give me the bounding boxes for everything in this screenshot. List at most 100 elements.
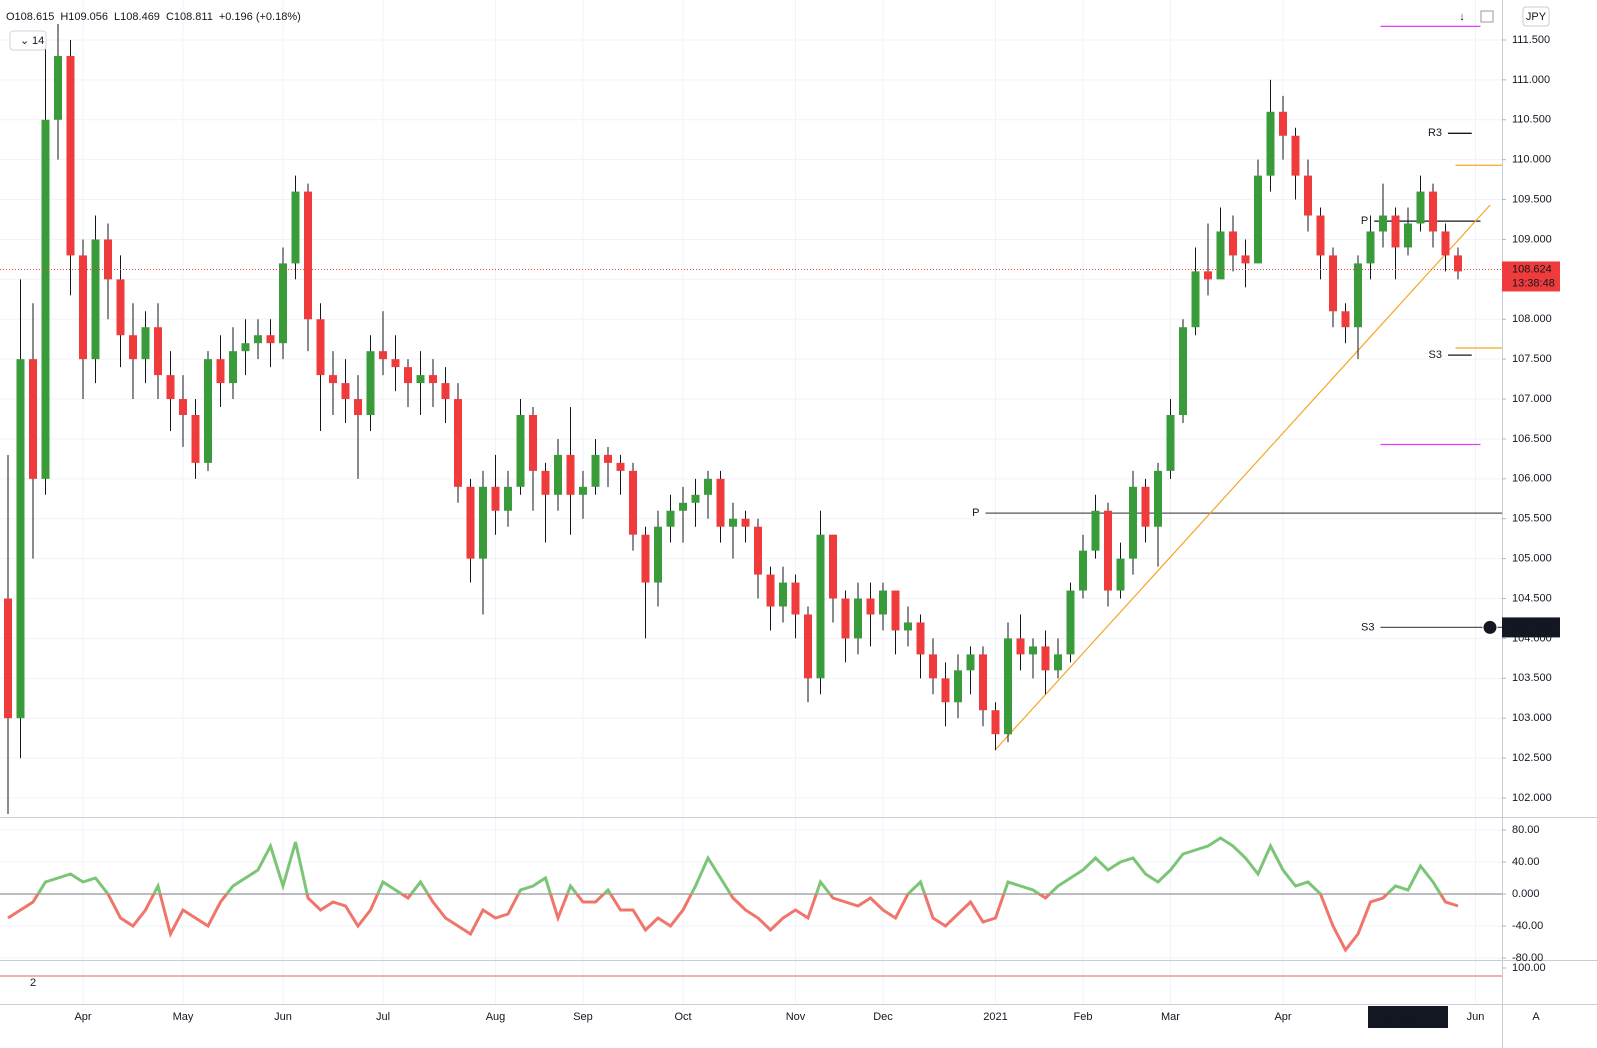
x-tick-label: Jul bbox=[376, 1011, 390, 1023]
candle-body bbox=[279, 263, 287, 344]
candle-body bbox=[204, 359, 212, 463]
candle-body bbox=[816, 534, 825, 679]
trendline bbox=[994, 204, 1491, 751]
candle-body bbox=[1279, 111, 1287, 136]
osc-tick-label: 40.00 bbox=[1512, 856, 1540, 868]
y-tick-label: 107.000 bbox=[1512, 393, 1552, 405]
x-tick-label: Apr bbox=[1274, 1011, 1291, 1023]
add-level-icon bbox=[1482, 619, 1498, 635]
candle-body bbox=[266, 335, 275, 344]
candle-body bbox=[791, 582, 800, 615]
x-tick-label: Nov bbox=[786, 1011, 806, 1023]
candle-body bbox=[341, 383, 350, 400]
candle-body bbox=[929, 654, 937, 679]
candle-body bbox=[16, 359, 25, 719]
y-tick-label: 105.500 bbox=[1512, 513, 1552, 525]
study-box[interactable] bbox=[9, 30, 47, 51]
candle-body bbox=[1254, 175, 1262, 264]
candle-body bbox=[866, 598, 875, 615]
candle-body bbox=[1179, 327, 1187, 416]
pivot-label: P bbox=[1361, 215, 1368, 227]
y-tick-label: 110.500 bbox=[1512, 114, 1551, 126]
x-tick-label: Jun bbox=[274, 1011, 292, 1023]
candle-body bbox=[1054, 654, 1062, 671]
oscillator-line-up bbox=[36, 836, 1443, 894]
candle-body bbox=[541, 470, 550, 495]
candle-body bbox=[441, 383, 450, 400]
candle-body bbox=[804, 614, 812, 679]
candle-body bbox=[629, 470, 637, 535]
candle-body bbox=[1341, 311, 1350, 328]
last-price-box bbox=[1502, 261, 1560, 292]
candle-body bbox=[591, 454, 600, 487]
candle-body bbox=[554, 454, 562, 495]
candle-body bbox=[1354, 263, 1362, 328]
candle-body bbox=[1416, 191, 1425, 224]
candle-body bbox=[454, 399, 462, 487]
candle-body bbox=[829, 534, 837, 599]
candle-body bbox=[991, 710, 1000, 735]
x-tick-label: 2021 bbox=[983, 1011, 1007, 1023]
x-tick-label: Sep bbox=[573, 1011, 593, 1023]
candle-body bbox=[1404, 223, 1412, 248]
candle-body bbox=[1091, 510, 1100, 551]
candle-body bbox=[391, 359, 400, 368]
candle-body bbox=[1441, 231, 1450, 256]
study-label: 14 bbox=[32, 35, 44, 47]
candle-body bbox=[229, 351, 237, 384]
auto-scale[interactable]: A bbox=[1532, 1011, 1540, 1023]
candle-body bbox=[54, 55, 62, 120]
pivot-label: P bbox=[972, 507, 979, 519]
candle-body bbox=[41, 119, 50, 479]
candle-body bbox=[1116, 558, 1125, 591]
currency-box[interactable] bbox=[1522, 6, 1550, 27]
candle-body bbox=[1216, 231, 1225, 280]
y-tick-label: 102.500 bbox=[1512, 752, 1552, 764]
osc-tick-label: -40.00 bbox=[1512, 920, 1543, 932]
candle-body bbox=[316, 319, 325, 376]
ohlc-legend: O108.615 bbox=[6, 11, 54, 23]
candle-body bbox=[491, 486, 500, 511]
x-tick-label: Feb bbox=[1074, 1011, 1093, 1023]
candle-body bbox=[141, 327, 150, 360]
osc-tick-label: 80.00 bbox=[1512, 824, 1540, 836]
toolbar-icon[interactable] bbox=[1480, 10, 1494, 23]
candle-body bbox=[291, 191, 300, 264]
candle-body bbox=[91, 239, 100, 360]
candle-body bbox=[1391, 215, 1400, 248]
candle-body bbox=[691, 494, 700, 503]
y-tick-label: 103.500 bbox=[1512, 672, 1552, 684]
candle-body bbox=[466, 486, 475, 559]
candle-body bbox=[1004, 638, 1012, 735]
candle-body bbox=[566, 454, 575, 495]
candle-body bbox=[1204, 271, 1212, 280]
candle-body bbox=[891, 590, 900, 631]
candle-body bbox=[1429, 191, 1437, 232]
candle-body bbox=[1104, 510, 1112, 591]
y-tick-label: 109.000 bbox=[1512, 233, 1552, 245]
candle-body bbox=[1029, 646, 1037, 655]
candle-body bbox=[729, 518, 737, 527]
x-tick-label: Jun bbox=[1467, 1011, 1485, 1023]
candle-body bbox=[504, 486, 512, 511]
candle-body bbox=[304, 191, 312, 320]
candle-body bbox=[104, 239, 112, 280]
candle-body bbox=[666, 510, 675, 527]
candle-body bbox=[191, 415, 200, 463]
candle-body bbox=[879, 590, 887, 615]
y-tick-label: 109.500 bbox=[1512, 193, 1552, 205]
candle-body bbox=[429, 375, 437, 384]
crosshair-date-box bbox=[1368, 1006, 1448, 1028]
pivot-label: S3 bbox=[1361, 621, 1374, 633]
toolbar-icon[interactable]: ↓ bbox=[1459, 11, 1465, 23]
candle-body bbox=[529, 415, 537, 471]
y-tick-label: 106.000 bbox=[1512, 473, 1552, 485]
x-tick-label: Apr bbox=[74, 1011, 91, 1023]
y-tick-label: 111.000 bbox=[1512, 74, 1550, 86]
y-tick-label: 103.000 bbox=[1512, 712, 1552, 724]
x-tick-label: Aug bbox=[486, 1011, 506, 1023]
candle-body bbox=[1141, 486, 1150, 527]
candle-body bbox=[66, 55, 75, 256]
crosshair-date: 10 May '21 bbox=[1381, 1011, 1436, 1023]
candle-body bbox=[1229, 231, 1237, 256]
